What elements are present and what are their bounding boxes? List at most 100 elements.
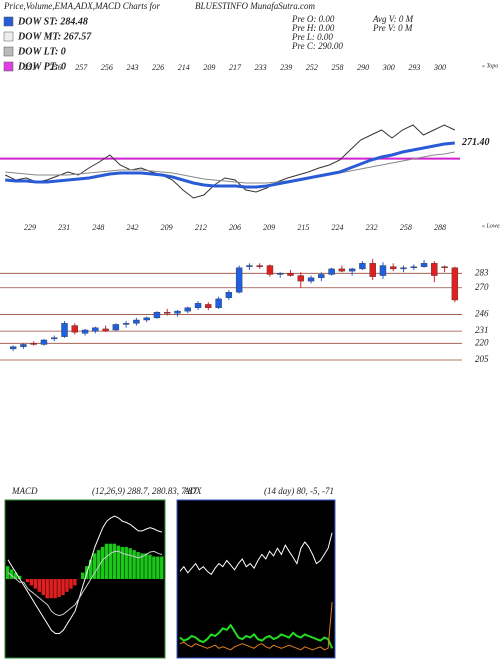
candle-body (431, 263, 438, 276)
candle-body (20, 344, 27, 347)
y-tick-label: 246 (475, 309, 489, 319)
top-label: 215 (297, 223, 309, 232)
candle-body (30, 343, 37, 345)
histogram-bar (112, 543, 117, 579)
candle-body (81, 329, 89, 334)
y-tick-label: 231 (475, 325, 489, 335)
candle-body (420, 263, 428, 267)
candle-body (441, 266, 448, 268)
histogram-bar (81, 572, 85, 579)
series-line (5, 151, 455, 184)
histogram-bar (29, 579, 34, 586)
candle-body (71, 325, 78, 333)
candle-body (348, 268, 356, 272)
histogram-bar (25, 579, 30, 583)
candle-body (92, 327, 99, 332)
candle-body (359, 263, 366, 270)
top-label: 258 (332, 63, 344, 72)
legend-swatch (3, 61, 14, 72)
legend-label: DOW MT: 267.57 (17, 31, 92, 42)
top-label: 288 (434, 223, 446, 232)
candle-body (266, 265, 274, 275)
top-label: 300 (433, 63, 446, 72)
histogram-bar (160, 556, 164, 579)
candle-body (153, 312, 161, 318)
candle-body (256, 265, 263, 267)
top-label: 214 (178, 63, 190, 72)
histogram-bar (45, 579, 49, 599)
histogram-bar (61, 579, 65, 596)
histogram-bar (65, 579, 69, 592)
top-label: 257 (75, 63, 88, 72)
histogram-bar (6, 566, 10, 579)
candle-body (51, 337, 58, 340)
candle-body (297, 275, 304, 282)
histogram-bar (136, 552, 140, 579)
histogram-bar (156, 556, 160, 579)
series-line (179, 602, 333, 651)
legend-swatch (3, 46, 14, 57)
panel-title: MACD (11, 486, 38, 496)
candle-body (9, 346, 17, 350)
histogram-bar (108, 543, 113, 579)
candle-body (369, 263, 376, 277)
histogram-bar (69, 579, 73, 589)
legend-swatch (3, 16, 14, 27)
histogram-bar (140, 553, 144, 579)
candle-body (40, 339, 48, 345)
series-line (7, 550, 163, 617)
top-label: 293 (408, 63, 420, 72)
histogram-bar (17, 575, 22, 579)
corner-label: « Lowes (482, 223, 500, 229)
top-label: 248 (92, 223, 104, 232)
series-line (5, 141, 455, 189)
top-label: 256 (50, 63, 62, 72)
top-label: 206 (229, 223, 241, 232)
histogram-bar (100, 546, 105, 579)
histogram-bar (120, 546, 124, 579)
histogram-bar (13, 572, 18, 579)
candle-body (122, 323, 130, 325)
candle-body (194, 303, 202, 308)
top-label: 226 (152, 63, 164, 72)
legend-label: DOW PT: 0 (17, 61, 66, 72)
info-text: Pre H: 0.00 (291, 23, 335, 33)
histogram-bar (132, 550, 136, 579)
top-label: 229 (24, 223, 36, 232)
candle-body (174, 310, 181, 314)
candle-body (307, 277, 315, 282)
histogram-bar (96, 550, 101, 579)
info-text: Pre L: 0.00 (291, 32, 333, 42)
candle-body (235, 267, 243, 293)
candle-body (246, 265, 253, 267)
y-tick-label: 205 (475, 354, 489, 364)
y-tick-label: 283 (475, 267, 489, 277)
histogram-bar (104, 543, 109, 579)
series-line (179, 532, 333, 576)
candle-body (338, 268, 346, 272)
candle-body (328, 268, 335, 275)
histogram-bar (148, 554, 152, 579)
candle-body (164, 312, 171, 314)
histogram-bar (41, 579, 45, 596)
top-label: 242 (127, 223, 139, 232)
candle-body (133, 319, 140, 324)
histogram-bar (92, 553, 97, 579)
top-label: 231 (58, 223, 70, 232)
candle-body (215, 298, 222, 308)
histogram-bar (9, 569, 14, 579)
top-label: 232 (366, 223, 378, 232)
info-text: Pre C: 290.00 (291, 41, 343, 51)
top-label: 239 (280, 63, 292, 72)
candle-body (277, 273, 284, 275)
candle-body (379, 265, 387, 276)
info-text: Pre O: 0.00 (291, 14, 335, 24)
candle-body (410, 266, 417, 268)
top-label: 251 (24, 63, 36, 72)
histogram-bar (144, 553, 148, 579)
candle-body (61, 323, 68, 337)
candle-body (143, 317, 150, 321)
histogram-bar (57, 579, 61, 597)
